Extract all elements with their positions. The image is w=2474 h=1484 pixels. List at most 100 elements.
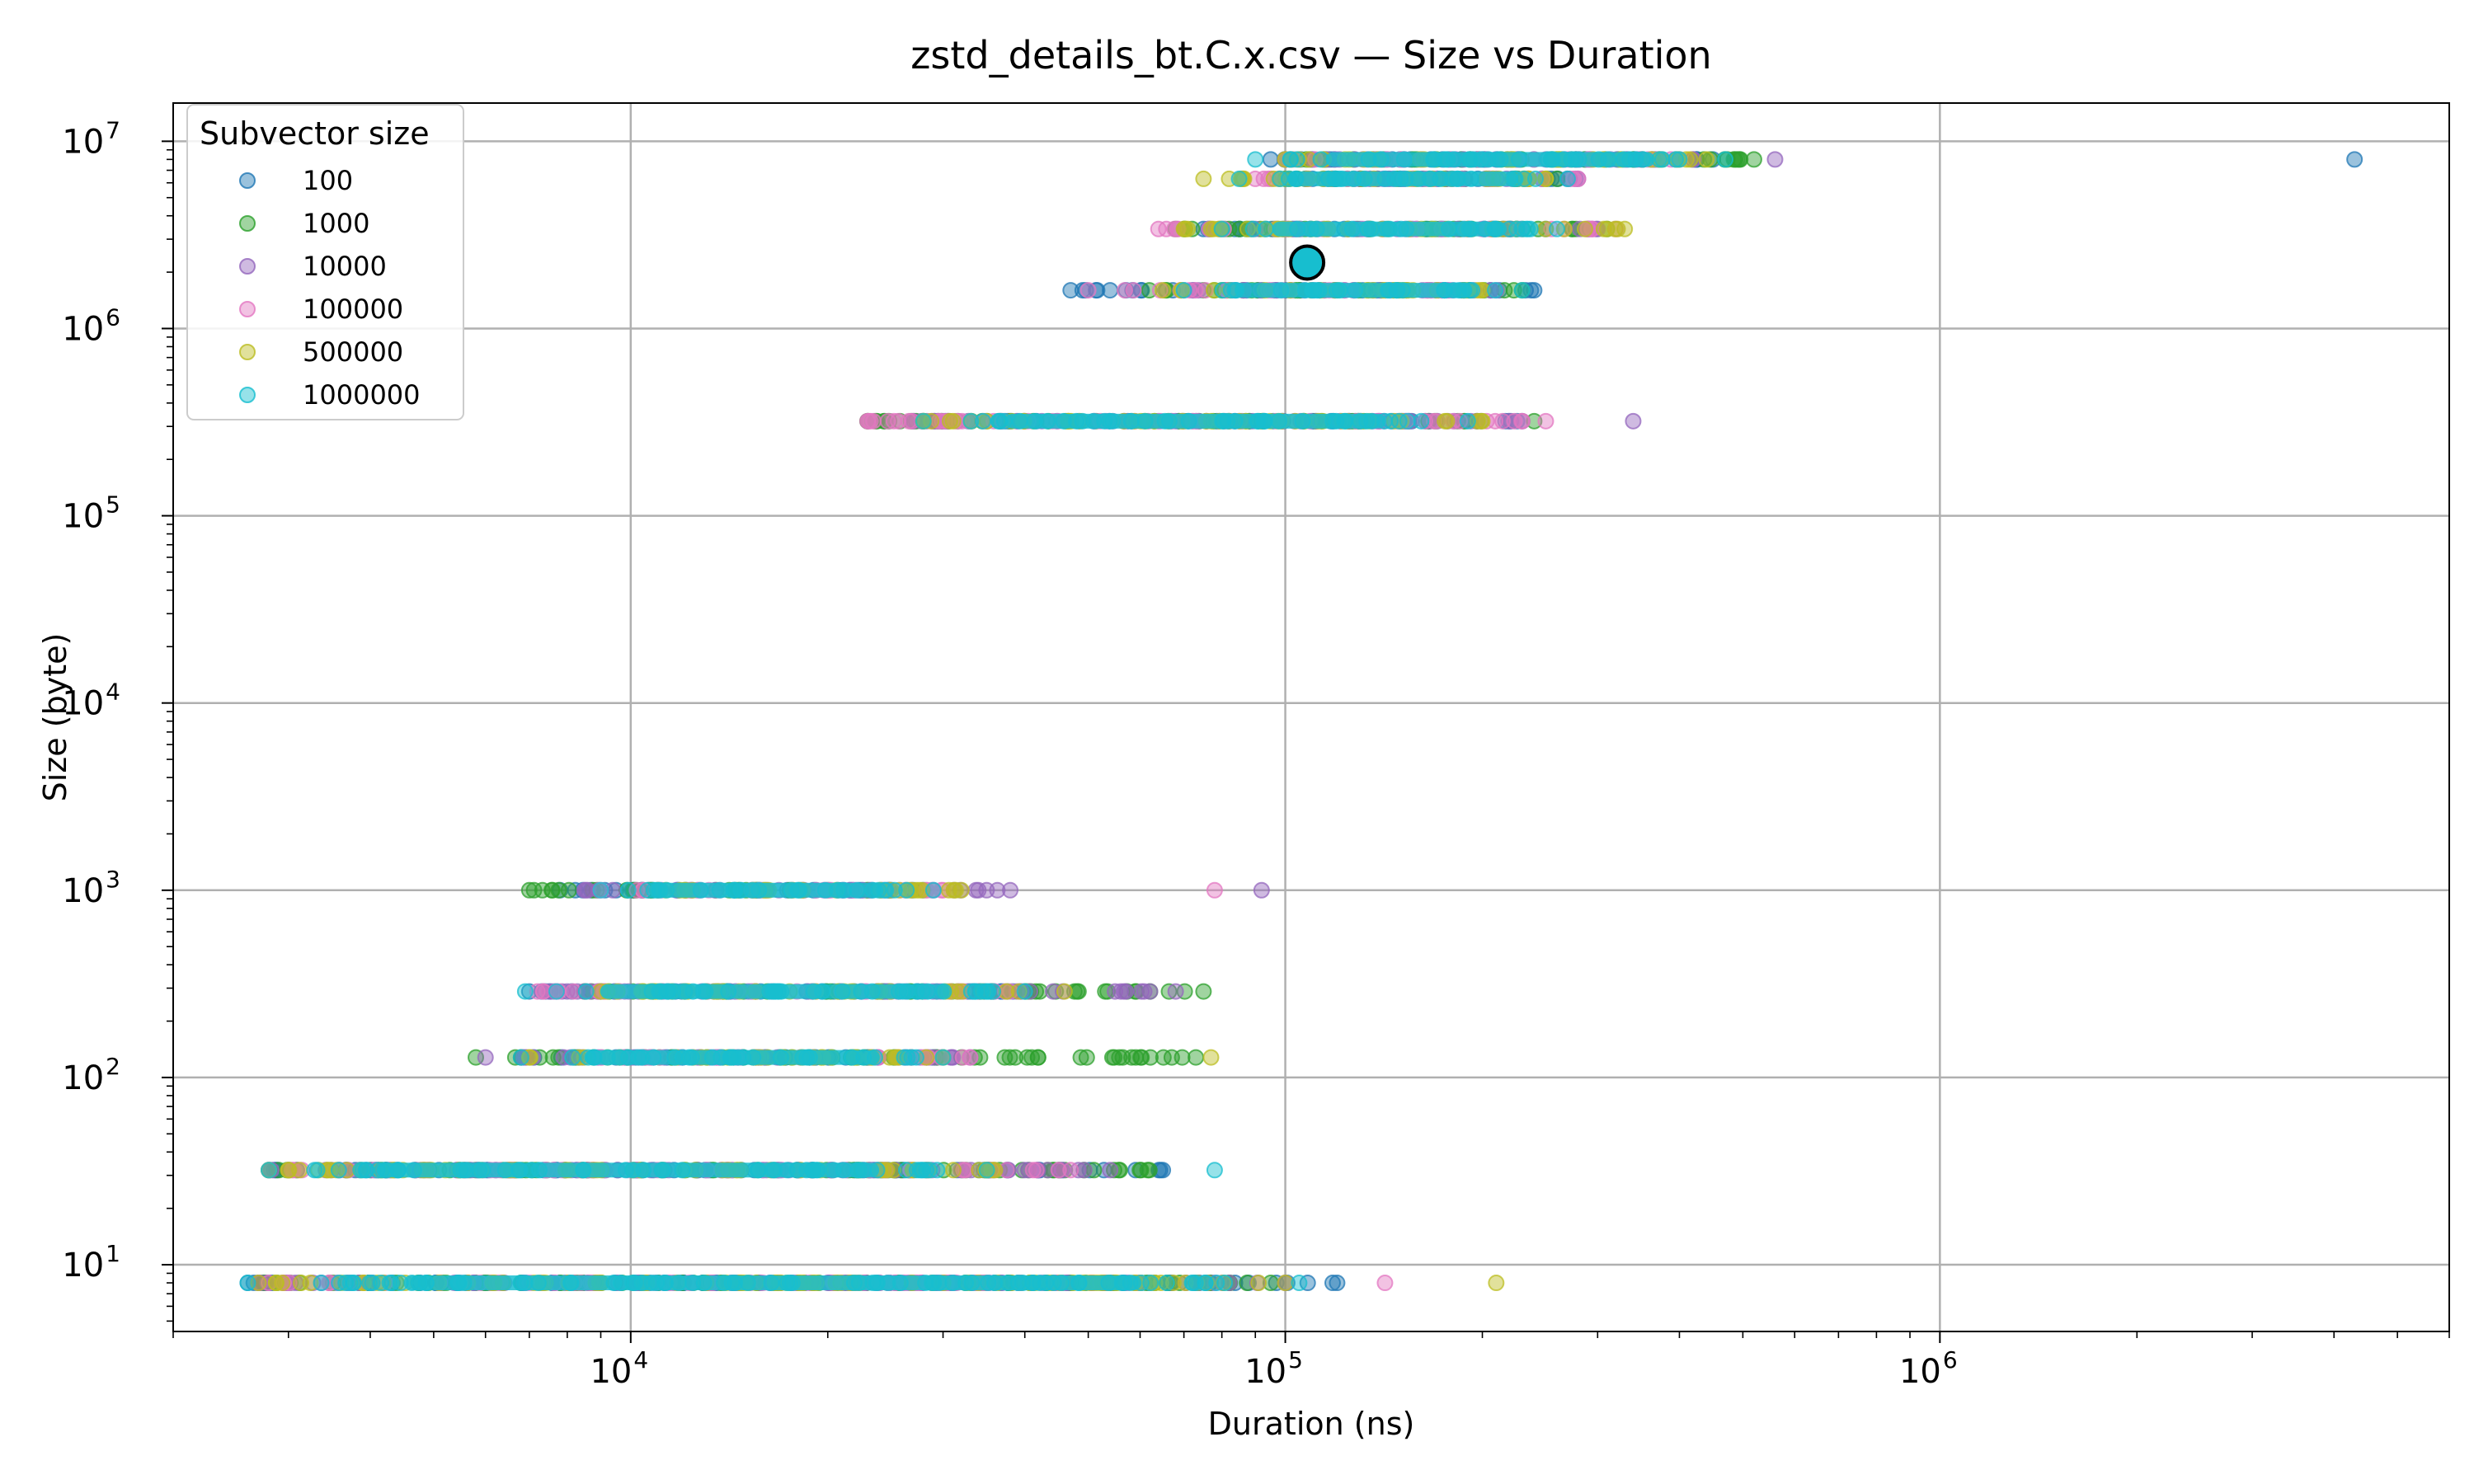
data-point [1078, 1049, 1095, 1066]
highlight-point [1289, 244, 1326, 281]
data-point [1155, 282, 1172, 299]
legend-marker [239, 258, 256, 275]
x-axis-label: Duration (ns) [1208, 1406, 1415, 1442]
legend-entries: 100 1000 10000 100000 500000 1000000 [239, 165, 421, 411]
data-point [907, 1049, 924, 1066]
data-point [862, 412, 879, 430]
data-point [881, 1049, 898, 1066]
data-point [354, 1162, 371, 1179]
data-point [1564, 170, 1582, 187]
data-point [516, 1049, 534, 1066]
y-tick-label: 107 [62, 116, 120, 161]
data-point [1117, 282, 1134, 299]
data-point [1230, 170, 1248, 187]
y-tick-base: 10 [62, 310, 104, 348]
x-tick-base: 10 [1244, 1353, 1286, 1391]
chart-title: zstd_details_bt.C.x.csv — Size vs Durati… [910, 33, 1711, 77]
data-point [1125, 282, 1142, 299]
data-point [1522, 282, 1540, 299]
data-point [950, 412, 967, 430]
data-point [897, 1162, 915, 1179]
data-point [1007, 1049, 1024, 1066]
x-tick-exponent: 5 [1288, 1346, 1303, 1374]
data-point [1175, 282, 1192, 299]
data-point [953, 983, 971, 1000]
data-point [1399, 412, 1416, 430]
data-point [1208, 1275, 1225, 1292]
data-point [918, 1162, 935, 1179]
data-point [1745, 151, 1762, 168]
data-point [1548, 220, 1565, 237]
data-point [274, 1275, 291, 1292]
data-point [1001, 1049, 1018, 1066]
data-point [520, 881, 538, 899]
data-point [966, 1049, 983, 1066]
data-point [1171, 1275, 1188, 1292]
data-point [1158, 220, 1175, 237]
y-tick-label: 106 [62, 303, 120, 348]
data-point [1513, 282, 1531, 299]
data-point [948, 1162, 966, 1179]
data-point [1244, 220, 1262, 237]
outlier-point [2346, 151, 2363, 168]
data-point [1010, 983, 1028, 1000]
legend-label: 10000 [303, 251, 387, 282]
data-point [577, 983, 595, 1000]
dense-cluster [1235, 283, 1472, 298]
data-point [899, 1049, 916, 1066]
data-point [1247, 151, 1264, 168]
data-point [941, 412, 958, 430]
data-point [313, 1275, 330, 1292]
data-point [885, 1162, 902, 1179]
data-point [239, 1275, 256, 1292]
dense-cluster [1272, 221, 1507, 237]
y-tick-exponent: 4 [106, 679, 120, 706]
data-point [1146, 1275, 1164, 1292]
data-point [1413, 412, 1430, 430]
y-tick-label: 104 [62, 679, 120, 723]
data-point [1725, 151, 1743, 168]
data-point [285, 1162, 302, 1179]
data-point [1167, 983, 1184, 1000]
legend-marker [239, 301, 256, 317]
data-point [1698, 151, 1715, 168]
data-point [967, 881, 985, 899]
y-tick-base: 10 [62, 1247, 104, 1284]
outlier-point [1202, 1049, 1220, 1066]
data-point [984, 983, 1001, 1000]
y-tick-base: 10 [62, 872, 104, 910]
data-point [1131, 1162, 1149, 1179]
data-point [1543, 220, 1560, 237]
data-point [1103, 1049, 1121, 1066]
data-point [924, 881, 942, 899]
data-point [1205, 282, 1222, 299]
data-point [569, 983, 586, 1000]
series-1000000 [239, 151, 1734, 1292]
data-point [534, 983, 552, 1000]
data-point [529, 983, 546, 1000]
dense-cluster [584, 1050, 880, 1065]
y-tick-exponent: 5 [106, 491, 120, 519]
data-points [239, 151, 2363, 1292]
data-point [1390, 412, 1408, 430]
grid [173, 103, 2449, 1331]
data-point [1239, 220, 1256, 237]
data-point [267, 1275, 285, 1292]
data-point [934, 1049, 952, 1066]
data-point [1288, 151, 1305, 168]
data-point [1197, 1275, 1214, 1292]
data-point [1112, 983, 1129, 1000]
data-point [1437, 412, 1454, 430]
data-point [1062, 1162, 1079, 1179]
data-point [1024, 1162, 1042, 1179]
data-point [619, 881, 637, 899]
data-point [1559, 170, 1576, 187]
y-tick-label: 101 [62, 1240, 120, 1284]
data-point [1329, 1275, 1346, 1292]
data-point [512, 1049, 529, 1066]
legend-label: 100 [303, 165, 353, 196]
dense-cluster [1288, 171, 1519, 186]
data-point [1177, 220, 1194, 237]
